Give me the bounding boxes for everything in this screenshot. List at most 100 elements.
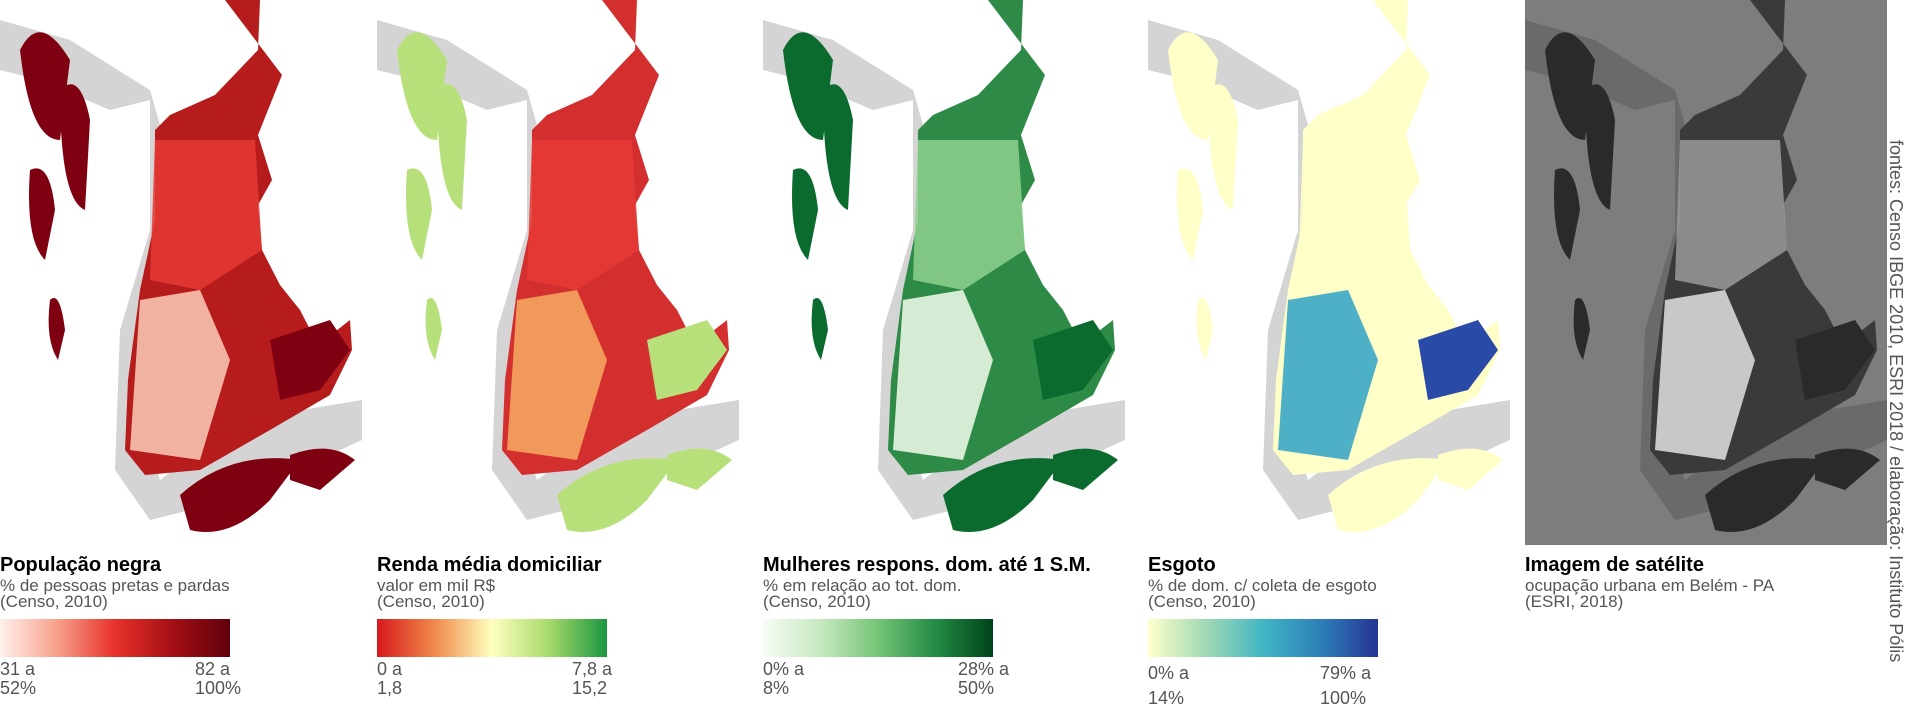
island (1573, 298, 1590, 360)
panel-source: (Censo, 2010) (1148, 592, 1256, 611)
district (527, 140, 639, 290)
map (0, 0, 362, 532)
district (893, 290, 993, 460)
map-panel: População negra% de pessoas pretas e par… (0, 0, 362, 714)
legend-max: 79% a 100% (1320, 664, 1371, 708)
legend-label: 1,8 (377, 678, 403, 698)
legend-min: 0% a 8% (763, 660, 804, 698)
map (763, 0, 1125, 532)
district (507, 290, 607, 460)
map-panel: Imagem de satélite ocupação urbana em Bel… (1525, 0, 1887, 714)
panel-source: (Censo, 2010) (0, 592, 108, 611)
island (792, 168, 818, 260)
island (406, 168, 432, 260)
island (1705, 458, 1825, 532)
legend-label: 82 a (195, 659, 231, 679)
district (913, 140, 1025, 290)
island (29, 168, 55, 260)
panel-title: Mulheres respons. dom. até 1 S.M. (763, 554, 1091, 576)
panel-source: (ESRI, 2018) (1525, 592, 1624, 611)
district (1278, 290, 1378, 460)
district (1795, 320, 1875, 400)
island (48, 298, 65, 360)
island (60, 84, 90, 210)
map (1148, 0, 1510, 532)
district (1418, 320, 1498, 400)
district (130, 290, 230, 460)
island (425, 298, 442, 360)
district (1298, 140, 1410, 290)
island (1196, 298, 1213, 360)
legend-min: 0% a 14% (1148, 664, 1189, 708)
legend-bar (763, 619, 993, 657)
legend-bar (377, 619, 607, 657)
district (647, 320, 727, 400)
island (783, 32, 833, 140)
map-panel: Renda média domiciliar valor em mil R$ (Ce… (377, 0, 739, 714)
legend-bar (1148, 619, 1378, 657)
legend-label: 0% a (763, 659, 805, 679)
island (437, 84, 467, 210)
panel-title: Renda média domiciliar (377, 554, 602, 576)
panel-subtitle: % de pessoas pretas e pardas (0, 576, 230, 595)
district (270, 320, 350, 400)
panel-subtitle: % de dom. c/ coleta de esgoto (1148, 576, 1377, 595)
legend-label: 28% a (958, 659, 1010, 679)
island (1168, 32, 1218, 140)
legend-label: 50% (958, 678, 995, 698)
map-panel: Mulheres respons. dom. até 1 S.M.% em re… (763, 0, 1125, 714)
panel-source: (Censo, 2010) (763, 592, 871, 611)
island (1815, 448, 1880, 490)
island (397, 32, 447, 140)
district (1033, 320, 1113, 400)
legend-bar (0, 619, 230, 657)
island (811, 298, 828, 360)
legend-max: 28% a 50% (958, 660, 1009, 698)
island (180, 458, 300, 532)
panel-source: (Censo, 2010) (377, 592, 485, 611)
legend-label: 0 a (377, 659, 403, 679)
district (1655, 290, 1755, 460)
island (1177, 168, 1203, 260)
legend-min: 0 a 1,8 (377, 660, 402, 698)
map (1525, 0, 1887, 545)
island (1545, 32, 1595, 140)
island (1554, 168, 1580, 260)
island (1585, 84, 1615, 210)
legend-min: 31 a 52% (0, 660, 36, 698)
legend-label: 100% (1320, 688, 1367, 708)
legend-label: 14% (1148, 688, 1185, 708)
map-panel: Esgoto% de dom. c/ coleta de esgoto (Cens… (1148, 0, 1510, 714)
legend-label: 100% (195, 678, 242, 698)
panel-title: Esgoto (1148, 554, 1216, 576)
district (1675, 140, 1787, 290)
district (150, 140, 262, 290)
legend-label: 52% (0, 678, 37, 698)
legend-label: 8% (763, 678, 790, 698)
legend-max: 7,8 a 15,2 (572, 660, 612, 698)
island (557, 458, 677, 532)
legend-label: 79% a (1320, 663, 1372, 683)
map (377, 0, 739, 532)
island (1328, 458, 1448, 532)
island (1208, 84, 1238, 210)
legend-label: 31 a (0, 659, 36, 679)
island (943, 458, 1063, 532)
legend-max: 82 a 100% (195, 660, 241, 698)
panel-subtitle: valor em mil R$ (377, 576, 496, 595)
island (1438, 448, 1503, 490)
island (823, 84, 853, 210)
island (1053, 448, 1118, 490)
panel-title: Imagem de satélite (1525, 554, 1704, 576)
legend-label: 7,8 a (572, 659, 613, 679)
panel-subtitle: % em relação ao tot. dom. (763, 576, 962, 595)
panel-subtitle: ocupação urbana em Belém - PA (1525, 576, 1775, 595)
legend-label: 15,2 (572, 678, 608, 698)
island (290, 448, 355, 490)
island (667, 448, 732, 490)
panel-title: População negra (0, 554, 162, 576)
credits: fontes: Censo IBGE 2010, ESRI 2018 / ela… (1886, 140, 1906, 663)
island (20, 32, 70, 140)
legend-label: 0% a (1148, 663, 1190, 683)
